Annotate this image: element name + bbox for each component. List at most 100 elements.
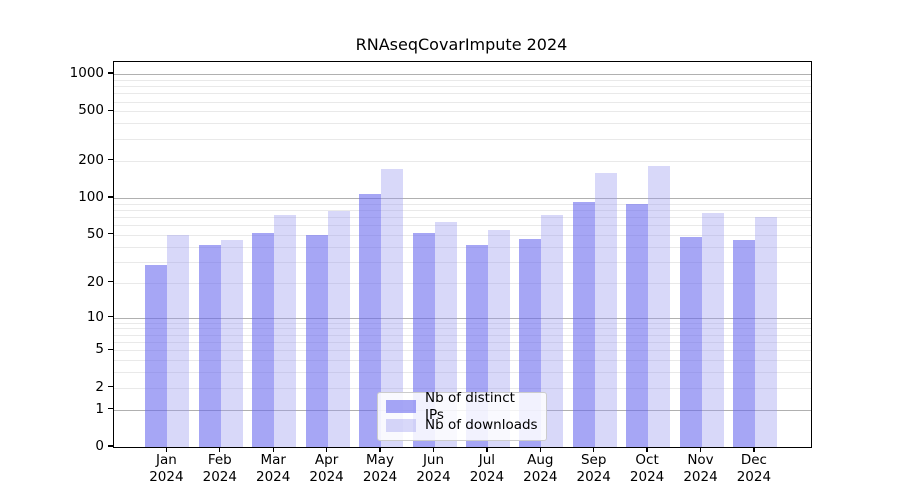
y-tick-label: 1000 <box>69 65 104 81</box>
bar-downloads <box>594 173 617 447</box>
chart-title: RNAseqCovarImpute 2024 <box>355 35 568 54</box>
bar-downloads <box>274 215 297 447</box>
bar-distinct-ips <box>679 236 702 447</box>
gridline-minor <box>114 360 811 362</box>
gridline-minor <box>114 111 811 113</box>
plot-area <box>113 61 812 448</box>
y-tick <box>108 233 113 235</box>
gridline-major <box>114 74 811 75</box>
gridline-minor <box>114 261 811 263</box>
x-tick <box>593 447 595 453</box>
gridline-minor <box>114 282 811 284</box>
gridline-minor <box>114 216 811 218</box>
x-tick <box>432 447 435 453</box>
bar-downloads <box>381 168 403 447</box>
gridline-minor <box>114 372 811 374</box>
gridline-minor <box>114 234 811 236</box>
gridline-minor <box>114 342 811 343</box>
y-tick <box>108 315 113 318</box>
bar-distinct-ips <box>572 201 595 447</box>
x-tick-label: Jun 2024 <box>416 452 451 485</box>
gridline-minor <box>114 334 811 336</box>
y-tick-label: 5 <box>95 341 104 358</box>
gridline-minor <box>114 225 811 227</box>
bar-downloads <box>167 234 190 447</box>
y-tick <box>108 72 113 74</box>
y-tick <box>108 196 113 198</box>
x-tick-label: Oct 2024 <box>629 452 665 485</box>
gridline-minor <box>114 101 811 103</box>
y-tick-label: 100 <box>78 188 104 205</box>
gridline-minor <box>114 350 811 352</box>
y-tick-label: 500 <box>78 102 104 119</box>
y-tick-label: 0 <box>95 438 104 454</box>
gridline-minor <box>114 160 811 162</box>
y-tick-label: 20 <box>86 273 104 290</box>
gridline-major <box>114 317 811 319</box>
y-tick-label: 200 <box>78 151 104 168</box>
bar-downloads <box>648 165 671 447</box>
gridline-minor <box>114 79 811 81</box>
x-tick <box>753 447 755 453</box>
gridline-minor <box>114 387 811 389</box>
bar-distinct-ips <box>626 204 649 447</box>
legend-swatch-distinct-ips <box>386 400 416 413</box>
bar-downloads <box>754 216 777 447</box>
x-tick-label: Mar 2024 <box>256 452 291 485</box>
x-tick-label: Dec 2024 <box>736 452 772 485</box>
x-tick <box>165 447 168 453</box>
legend: Nb of distinct IPs Nb of downloads <box>377 390 547 441</box>
x-tick-label: Nov 2024 <box>683 452 718 485</box>
gridline-minor <box>114 138 811 140</box>
x-tick <box>379 447 381 453</box>
x-tick <box>646 447 648 453</box>
x-tick-label: Jan 2024 <box>149 452 184 485</box>
gridline-minor <box>114 86 811 88</box>
x-tick <box>699 447 702 453</box>
bar-distinct-ips <box>359 194 381 447</box>
bar-downloads <box>327 211 350 447</box>
x-tick <box>219 447 221 453</box>
x-tick-label: Aug 2024 <box>523 452 558 485</box>
y-tick-label: 2 <box>95 378 104 395</box>
y-tick <box>108 348 113 350</box>
x-tick-label: Sep 2024 <box>576 452 611 485</box>
x-tick <box>539 447 541 453</box>
y-tick <box>108 109 113 112</box>
x-tick <box>486 447 488 453</box>
bar-downloads <box>701 212 724 447</box>
y-tick <box>108 445 113 447</box>
legend-row-downloads: Nb of downloads <box>386 416 538 435</box>
y-tick <box>108 280 113 283</box>
y-tick-label: 10 <box>86 308 104 325</box>
bar-distinct-ips <box>145 265 168 447</box>
y-tick <box>108 386 113 388</box>
legend-swatch-downloads <box>386 419 416 432</box>
x-tick-label: Jul 2024 <box>469 452 505 485</box>
bar-distinct-ips <box>198 245 221 447</box>
x-tick-label: Apr 2024 <box>309 452 344 485</box>
x-tick <box>325 447 328 453</box>
x-tick-label: May 2024 <box>362 452 398 485</box>
bar-downloads <box>541 214 564 447</box>
gridline-major <box>114 197 811 199</box>
x-tick-label: Feb 2024 <box>202 452 237 485</box>
y-tick <box>108 407 113 410</box>
legend-label-distinct-ips: Nb of distinct IPs <box>425 389 515 423</box>
gridline-minor <box>114 93 811 95</box>
bar-distinct-ips <box>252 232 275 447</box>
y-tick-label: 1 <box>95 400 104 417</box>
gridline-minor <box>114 123 811 125</box>
bar-distinct-ips <box>305 234 328 447</box>
y-tick-label: 50 <box>86 225 104 242</box>
gridline-minor <box>114 203 811 205</box>
bar-downloads <box>220 240 243 447</box>
legend-row-distinct-ips: Nb of distinct IPs <box>386 390 538 423</box>
legend-label-downloads: Nb of downloads <box>425 417 538 433</box>
gridline-minor <box>114 209 811 211</box>
gridline-minor <box>114 246 811 248</box>
y-tick <box>108 159 113 161</box>
bar-downloads <box>434 221 457 447</box>
gridline-minor <box>114 328 811 330</box>
